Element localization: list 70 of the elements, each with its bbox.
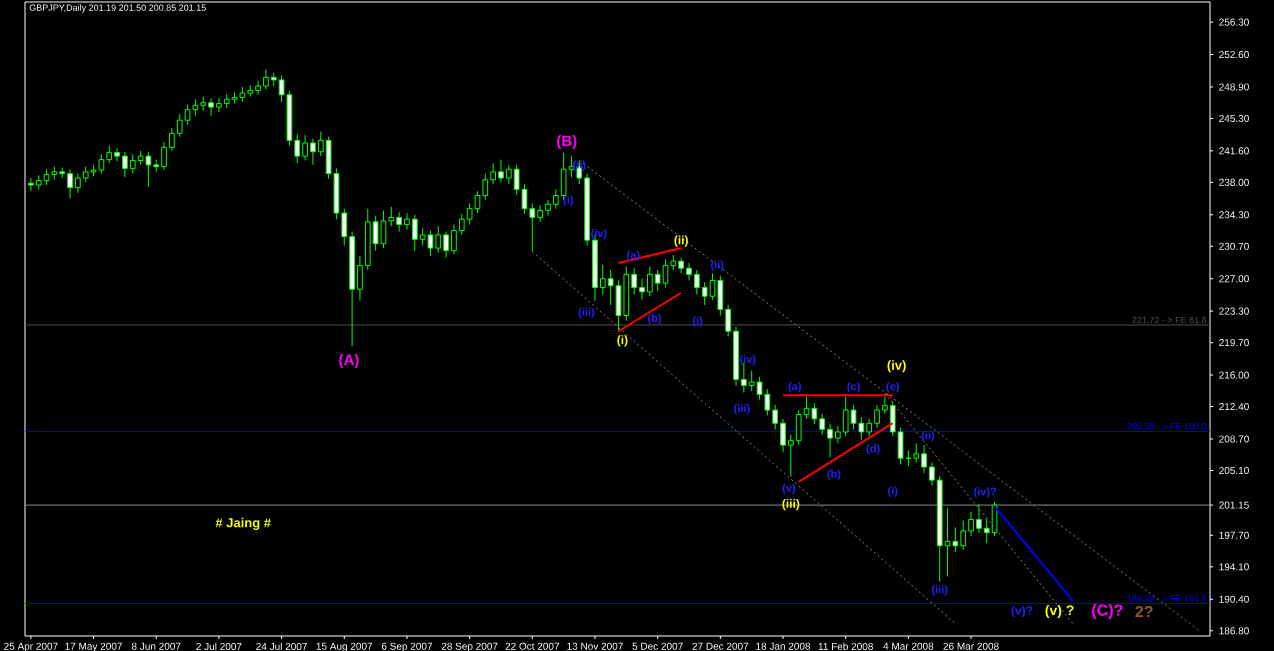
y-tick-label: 230.70 bbox=[1219, 242, 1249, 250]
ref-line-label: 209.58 - > FE 100.0 bbox=[1127, 423, 1207, 430]
y-tick-label: 212.40 bbox=[1219, 403, 1249, 411]
y-tick-label: 252.60 bbox=[1219, 51, 1249, 59]
annotation: (B) bbox=[557, 135, 577, 150]
y-tick-label: 248.90 bbox=[1219, 83, 1249, 91]
x-tick-label: 4 Mar 2008 bbox=[883, 642, 934, 650]
annotation: (ii) bbox=[921, 431, 935, 442]
ref-line-label: 221.72 - > FE 61.8 bbox=[1132, 316, 1207, 324]
y-tick-label: 241.60 bbox=[1219, 147, 1249, 155]
annotation: (i) bbox=[888, 486, 898, 497]
y-tick-label: 245.30 bbox=[1219, 114, 1249, 123]
chart-title: GBPJPY,Daily 201.19 201.50 200.85 201.15 bbox=[29, 4, 206, 13]
y-tick-label: 186.80 bbox=[1219, 627, 1249, 635]
x-tick-label: 13 Nov 2007 bbox=[567, 642, 623, 650]
x-tick-label: 5 Dec 2007 bbox=[632, 642, 683, 650]
y-tick-label: 256.30 bbox=[1219, 18, 1249, 26]
x-tick-label: 15 Aug 2007 bbox=[316, 642, 373, 651]
annotation: (v) ? bbox=[1045, 604, 1074, 618]
annotation: (iv) bbox=[887, 360, 906, 373]
annotation: (iii) bbox=[782, 499, 800, 511]
annotation: (d) bbox=[866, 444, 880, 455]
annotation: (iv)? bbox=[974, 487, 997, 498]
annotation: # Jaing # bbox=[215, 517, 271, 530]
annotation: (b) bbox=[648, 313, 662, 325]
annotation: (iii) bbox=[578, 307, 595, 319]
y-tick-label: 205.10 bbox=[1219, 466, 1249, 475]
annotation: (v)? bbox=[1011, 605, 1033, 618]
x-tick-label: 24 Jul 2007 bbox=[256, 642, 307, 651]
annotation: (a) bbox=[627, 250, 640, 262]
annotation: (i) bbox=[563, 195, 573, 206]
y-tick-label: 197.70 bbox=[1219, 531, 1249, 539]
annotation: 2? bbox=[1135, 605, 1153, 618]
x-tick-label: 22 Oct 2007 bbox=[505, 642, 560, 650]
annotation: (i) bbox=[692, 316, 703, 327]
x-tick-label: 11 Feb 2008 bbox=[818, 642, 873, 651]
y-tick-label: 190.40 bbox=[1219, 595, 1249, 603]
annotation: (e) bbox=[886, 382, 899, 393]
x-tick-label: 26 Mar 2008 bbox=[943, 642, 999, 650]
y-tick-label: 219.70 bbox=[1219, 339, 1249, 347]
y-tick-label: 216.00 bbox=[1219, 371, 1249, 379]
annotation: (i) bbox=[617, 335, 628, 347]
y-tick-label: 208.70 bbox=[1219, 435, 1249, 443]
x-tick-label: 2 Jul 2007 bbox=[196, 642, 242, 651]
y-tick-label: 223.30 bbox=[1219, 307, 1249, 315]
x-tick-label: 17 May 2007 bbox=[65, 642, 122, 651]
annotation: (iv) bbox=[591, 228, 607, 240]
x-tick-label: 6 Sep 2007 bbox=[381, 642, 433, 651]
x-tick-label: 27 Dec 2007 bbox=[692, 642, 749, 650]
x-tick-label: 28 Sep 2007 bbox=[441, 642, 498, 651]
annotation: (iii) bbox=[932, 585, 948, 596]
x-tick-label: 8 Jun 2007 bbox=[131, 642, 181, 650]
annotation: (b) bbox=[827, 469, 841, 481]
annotation: (c) bbox=[847, 382, 860, 393]
annotation: (C)? bbox=[1092, 604, 1123, 619]
annotation: (ii) bbox=[711, 260, 724, 271]
annotation: (iii) bbox=[734, 404, 750, 415]
x-tick-label: 18 Jan 2008 bbox=[756, 642, 811, 650]
y-tick-label: 194.10 bbox=[1219, 563, 1249, 571]
annotation: (A) bbox=[339, 354, 359, 369]
annotation: (a) bbox=[788, 382, 801, 393]
annotation: (iv) bbox=[740, 355, 756, 366]
y-tick-label: 201.15 bbox=[1219, 501, 1249, 509]
annotation: (v) bbox=[782, 483, 796, 495]
y-tick-label: 238.00 bbox=[1219, 178, 1249, 186]
y-tick-label: 227.00 bbox=[1219, 275, 1249, 283]
ref-line-label: 189.93 - > FE 161.8 bbox=[1127, 595, 1207, 602]
y-tick-label: 234.30 bbox=[1219, 211, 1249, 219]
x-tick-label: 25 Apr 2007 bbox=[4, 642, 58, 651]
annotation: (ii) bbox=[674, 235, 688, 247]
